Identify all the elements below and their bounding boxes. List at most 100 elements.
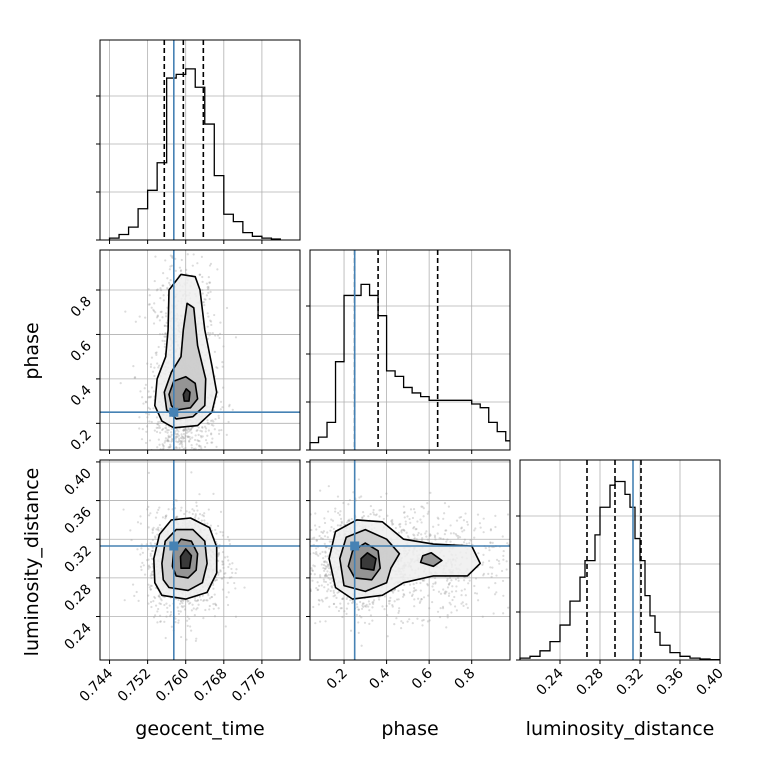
panel-geocent-time-vs-luminosity-distance-sample [217, 553, 220, 556]
panel-geocent-time-vs-phase-sample [183, 440, 186, 443]
panel-geocent-time-vs-luminosity-distance-sample [147, 514, 151, 517]
panel-geocent-time-vs-phase-sample [153, 429, 156, 432]
panel-geocent-time-vs-luminosity-distance-sample [189, 625, 192, 628]
panel-geocent-time-vs-phase-sample [181, 435, 185, 439]
panel-geocent-time-vs-phase-sample [168, 455, 170, 457]
panel-geocent-time-vs-luminosity-distance-sample [157, 595, 161, 598]
panel-phase-vs-luminosity-distance-sample [385, 492, 388, 495]
panel-geocent-time-vs-phase-sample [144, 383, 148, 386]
panel-phase-vs-luminosity-distance-sample [304, 576, 306, 578]
panel-geocent-time-vs-phase-sample [210, 433, 213, 436]
panel-geocent-time-vs-luminosity-distance-sample [221, 534, 225, 537]
panel-geocent-time-vs-phase-sample [180, 258, 183, 262]
x-tick-label-phase: 0.8 [451, 666, 478, 693]
panel-phase-vs-luminosity-distance-sample [444, 592, 447, 595]
panel-phase-vs-luminosity-distance-sample [326, 510, 330, 513]
panel-phase-vs-luminosity-distance-sample [377, 596, 380, 599]
panel-geocent-time-vs-phase-sample [195, 443, 198, 446]
panel-phase-vs-luminosity-distance-sample [372, 599, 376, 602]
panel-phase-vs-luminosity-distance-sample [419, 600, 422, 603]
panel-phase-vs-luminosity-distance-sample [382, 517, 385, 521]
panel-geocent-time-vs-phase-sample [150, 306, 153, 309]
panel-geocent-time-vs-phase-sample [169, 265, 172, 268]
panel-geocent-time-vs-phase-sample [147, 288, 150, 291]
panel-phase-vs-luminosity-distance-sample [517, 591, 519, 593]
panel-geocent-time-vs-luminosity-distance-sample [214, 579, 217, 582]
panel-phase-vs-luminosity-distance-sample [322, 566, 325, 570]
panel-geocent-time-vs-phase-sample [149, 396, 152, 399]
panel-phase-vs-luminosity-distance-sample [434, 582, 437, 585]
panel-geocent-time-vs-luminosity-distance-sample [159, 620, 162, 623]
panel-geocent-time-vs-phase-sample [170, 264, 173, 267]
panel-geocent-time-vs-luminosity-distance-sample [203, 519, 206, 522]
panel-phase-vs-luminosity-distance-sample [409, 508, 413, 511]
panel-geocent-time-vs-phase-sample [192, 447, 195, 450]
panel-phase-vs-luminosity-distance-sample [454, 533, 457, 536]
panel-phase-vs-luminosity-distance-sample [458, 536, 462, 539]
panel-phase-vs-luminosity-distance-sample [466, 523, 469, 526]
panel-phase-vs-luminosity-distance-sample [374, 514, 377, 517]
panel-phase-vs-luminosity-distance-sample [445, 579, 449, 582]
panel-geocent-time-vs-phase-sample [194, 447, 197, 450]
panel-geocent-time-vs-phase-sample [183, 436, 186, 439]
panel-geocent-time-vs-luminosity-distance-sample [201, 514, 204, 517]
panel-geocent-time-vs-luminosity-distance-sample [219, 510, 223, 513]
panel-phase-vs-luminosity-distance-sample [450, 579, 453, 582]
panel-geocent-time-vs-phase-sample [207, 285, 210, 288]
panel-geocent-time-vs-luminosity-distance-sample [234, 587, 237, 590]
panel-phase-vs-luminosity-distance-sample [494, 582, 497, 585]
panel-phase-vs-luminosity-distance-sample [371, 606, 374, 609]
panel-geocent-time-vs-luminosity-distance-sample [156, 610, 159, 613]
panel-geocent-time-vs-phase-sample [163, 324, 166, 327]
panel-geocent-time-vs-luminosity-distance-sample [135, 590, 138, 594]
panel-geocent-time-vs-phase-sample [156, 314, 159, 317]
panel-phase-vs-luminosity-distance-sample [321, 531, 324, 535]
panel-geocent-time-vs-phase-sample [119, 382, 122, 385]
panel-phase-vs-luminosity-distance-sample [413, 511, 417, 514]
panel-phase-vs-luminosity-distance-sample [481, 563, 484, 566]
panel-geocent-time-vs-luminosity-distance-sample [175, 515, 178, 518]
panel-phase-vs-luminosity-distance-sample [422, 618, 425, 622]
panel-geocent-time-vs-luminosity-distance-sample [212, 602, 215, 606]
panel-phase-vs-luminosity-distance-sample [361, 602, 365, 605]
panel-phase-vs-luminosity-distance-sample [367, 515, 370, 518]
panel-geocent-time-vs-phase-sample [156, 423, 159, 426]
panel-geocent-time-vs-phase-sample [166, 438, 169, 441]
panel-phase-vs-luminosity-distance-sample [357, 621, 360, 624]
panel-phase-vs-luminosity-distance-sample [360, 616, 363, 619]
panel-geocent-time-vs-luminosity-distance-sample [210, 596, 213, 599]
panel-geocent-time-vs-phase-sample [207, 422, 211, 425]
panel-geocent-time-vs-phase-sample [210, 454, 212, 456]
panel-phase-vs-luminosity-distance-sample [315, 586, 318, 590]
panel-phase-vs-luminosity-distance-sample [314, 622, 317, 625]
panel-phase-vs-luminosity-distance-sample [506, 513, 510, 516]
panel-phase-vs-luminosity-distance-sample [502, 594, 505, 597]
panel-phase-vs-luminosity-distance-sample [307, 566, 309, 568]
panel-geocent-time-vs-luminosity-distance-sample [217, 607, 220, 610]
panel-geocent-time-vs-luminosity-distance-sample [207, 594, 210, 597]
panel-phase-vs-luminosity-distance-sample [511, 576, 513, 578]
panel-phase-vs-luminosity-distance-sample [447, 594, 451, 597]
x-tick-label-luminosity-distance: 0.24 [533, 665, 566, 698]
panel-phase-vs-luminosity-distance-sample [332, 595, 335, 598]
panel-geocent-time-vs-luminosity-distance-sample [199, 598, 203, 601]
panel-phase-vs-luminosity-distance-sample [413, 526, 416, 529]
panel-phase-vs-luminosity-distance-sample [367, 600, 371, 603]
panel-geocent-time-vs-luminosity-distance-sample [123, 599, 126, 602]
panel-phase-vs-luminosity-distance-sample [361, 516, 364, 520]
panel-geocent-time-vs-phase-sample [190, 444, 193, 447]
panel-geocent-time-vs-phase-sample [158, 319, 162, 322]
panel-geocent-time-vs-luminosity-distance-sample [136, 521, 140, 524]
panel-phase-vs-luminosity-distance-sample [314, 512, 317, 515]
panel-geocent-time-vs-phase-sample [167, 436, 170, 439]
panel-phase-vs-luminosity-distance-sample [311, 569, 314, 572]
panel-phase-vs-luminosity-distance-sample [397, 598, 400, 601]
panel-phase-vs-luminosity-distance-sample [420, 598, 423, 601]
panel-phase-vs-luminosity-distance-sample [325, 574, 328, 577]
panel-phase-vs-luminosity-distance-sample [400, 531, 403, 534]
panel-geocent-time-vs-luminosity-distance-sample [147, 567, 150, 570]
panel-geocent-time-vs-luminosity-distance-sample [153, 596, 157, 600]
panel-geocent-time-vs-phase-sample [162, 447, 165, 450]
panel-phase-vs-luminosity-distance-sample [489, 541, 492, 544]
panel-phase-vs-luminosity-distance-sample [450, 611, 453, 614]
